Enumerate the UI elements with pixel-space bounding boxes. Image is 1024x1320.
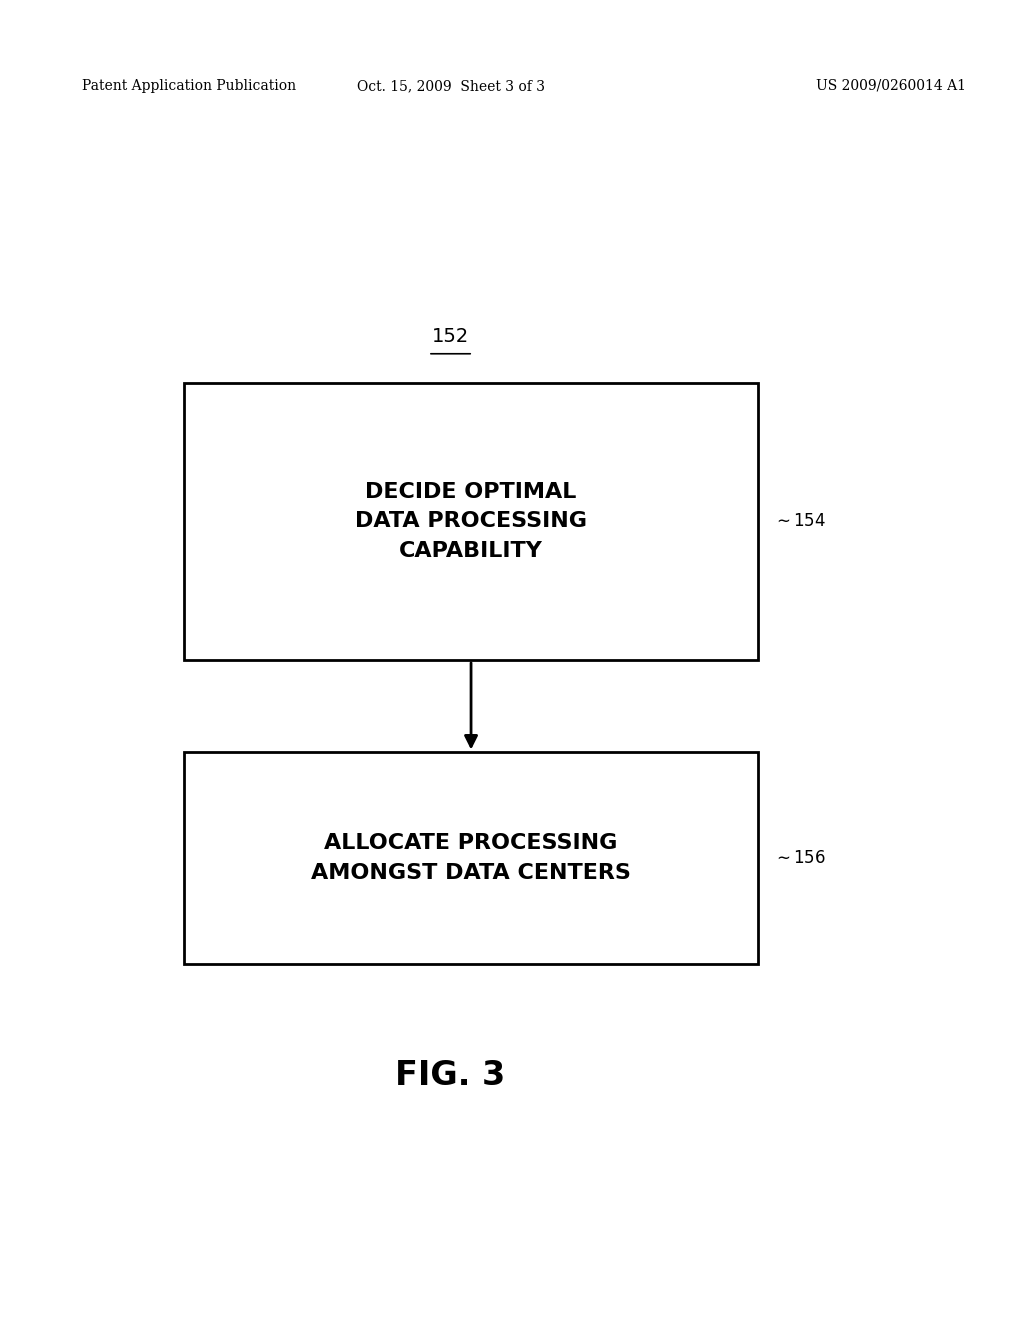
- Text: ALLOCATE PROCESSING
AMONGST DATA CENTERS: ALLOCATE PROCESSING AMONGST DATA CENTERS: [311, 833, 631, 883]
- Text: Oct. 15, 2009  Sheet 3 of 3: Oct. 15, 2009 Sheet 3 of 3: [356, 79, 545, 92]
- Text: 152: 152: [432, 327, 469, 346]
- Text: FIG. 3: FIG. 3: [395, 1059, 506, 1093]
- FancyBboxPatch shape: [184, 752, 758, 964]
- Text: Patent Application Publication: Patent Application Publication: [82, 79, 296, 92]
- Text: DECIDE OPTIMAL
DATA PROCESSING
CAPABILITY: DECIDE OPTIMAL DATA PROCESSING CAPABILIT…: [355, 482, 587, 561]
- Text: $\sim$156: $\sim$156: [773, 849, 826, 867]
- Text: $\sim$154: $\sim$154: [773, 512, 826, 531]
- Text: US 2009/0260014 A1: US 2009/0260014 A1: [816, 79, 966, 92]
- FancyBboxPatch shape: [184, 383, 758, 660]
